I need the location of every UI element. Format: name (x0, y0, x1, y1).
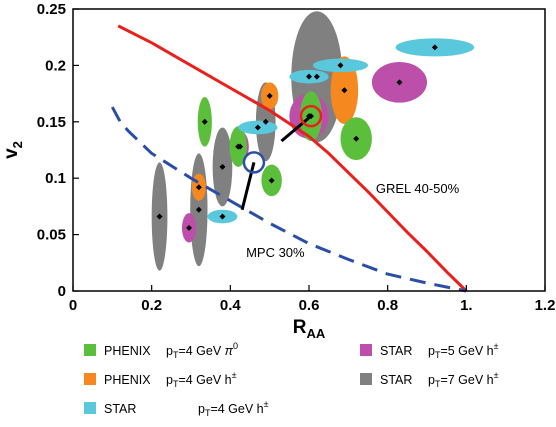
legend-entry-star_4: STAR pT=4 GeV h± (84, 399, 269, 418)
points-layer (156, 44, 438, 231)
legend-tail: =4 GeV h (210, 402, 263, 416)
legend: PHENIX pT=4 GeV π0 STAR pT=5 GeV h±PHENIX pT… (84, 341, 499, 418)
legend-sup: 0 (233, 341, 238, 351)
legend-swatch (360, 344, 372, 356)
data-point-star_7 (156, 213, 163, 220)
legend-name: STAR (380, 373, 412, 387)
data-point-star_5 (396, 79, 403, 86)
legend-p-sub: T (173, 379, 179, 389)
x-axis-label-main: R (293, 317, 307, 338)
x-tick-label: 0.8 (377, 297, 398, 314)
legend-sup: ± (264, 399, 269, 409)
legend-label: PHENIX pT=4 GeV h± (104, 370, 237, 389)
data-point-star_4 (219, 213, 226, 220)
legend-sup: ± (232, 370, 237, 380)
legend-label: STAR pT=5 GeV h± (380, 341, 499, 360)
x-tick-label: 1.2 (535, 297, 556, 314)
legend-p: p (428, 373, 435, 387)
x-tick-label: 1. (460, 297, 473, 314)
legend-name: STAR (104, 402, 136, 416)
data-point-star_7 (313, 73, 320, 80)
mpc-curve (110, 106, 467, 293)
y-axis-label: v2 (1, 141, 25, 159)
legend-entry-phenix_pi0: PHENIX pT=4 GeV π0 (84, 341, 238, 360)
curves-layer (110, 24, 468, 293)
legend-p: p (428, 344, 435, 358)
data-point-phenix_pi0 (307, 113, 314, 120)
data-point-star_7 (262, 118, 269, 125)
data-point-phenix_h (195, 184, 202, 191)
legend-p: p (166, 344, 173, 358)
legend-tail: =7 GeV h (440, 373, 493, 387)
legend-swatch (84, 402, 96, 414)
grel-curve (117, 24, 468, 293)
data-point-phenix_pi0 (353, 135, 360, 142)
y-tick-label: 0.15 (37, 114, 66, 131)
data-point-phenix_pi0 (201, 118, 208, 125)
y-axis-label-sub: 2 (10, 141, 25, 148)
y-axis-label-main: v (1, 148, 22, 159)
red-circle-marker (299, 104, 323, 128)
legend-name: STAR (380, 344, 412, 358)
legend-name: PHENIX (104, 344, 151, 358)
legend-tail: =4 GeV h (178, 373, 231, 387)
ticks-layer: 0 0.2 0.4 0.6 0.8 1. 1.2 0 0.05 0.1 0.15 0.2 0.25 (37, 1, 556, 314)
data-point-star_7 (219, 163, 226, 170)
legend-label: STAR pT=7 GeV h± (380, 370, 499, 389)
plot-area: GREL 40-50% MPC 30% (110, 11, 475, 293)
legend-swatch (84, 344, 96, 356)
data-point-star_4 (254, 124, 261, 131)
x-axis-label: RAA (293, 317, 326, 341)
x-tick-label: 0.6 (299, 297, 320, 314)
annotations-layer: GREL 40-50% MPC 30% (246, 181, 460, 260)
legend-entry-phenix_h: PHENIX pT=4 GeV h± (84, 370, 237, 389)
legend-entry-star_7: STAR pT=7 GeV h± (360, 370, 499, 389)
y-tick-label: 0.1 (45, 170, 66, 187)
data-point-star_4 (306, 73, 312, 80)
data-point-star_5 (186, 224, 193, 231)
legend-label: PHENIX pT=4 GeV π0 (104, 341, 238, 360)
grel-annotation: GREL 40-50% (376, 181, 460, 196)
legend-tail: =5 GeV h (440, 344, 493, 358)
blue-circle-marker-connector (240, 162, 256, 211)
legend-swatch (360, 373, 372, 385)
data-point-star_4 (337, 62, 344, 69)
y-tick-label: 0.2 (45, 57, 66, 74)
legend-swatch (84, 373, 96, 385)
data-point-phenix_h (266, 92, 273, 99)
markers-layer (240, 104, 323, 211)
legend-tail: =4 GeV (178, 344, 224, 358)
legend-p-sub: T (205, 408, 211, 418)
data-point-star_7 (195, 206, 202, 213)
data-point-star_4 (431, 44, 438, 51)
legend-label: STAR pT=4 GeV h± (104, 399, 269, 418)
legend-p-sub: T (173, 350, 179, 360)
blue-circle-marker (242, 151, 266, 174)
legend-p: p (166, 373, 173, 387)
data-point-phenix_pi0 (268, 177, 275, 184)
mpc-annotation: MPC 30% (246, 245, 305, 260)
y-tick-label: 0.25 (37, 1, 66, 18)
legend-symbol: π (225, 344, 234, 358)
legend-p-sub: T (435, 350, 441, 360)
legend-sup: ± (494, 370, 499, 380)
x-axis-label-sub: AA (306, 326, 325, 341)
axes: 0 0.2 0.4 0.6 0.8 1. 1.2 0 0.05 0.1 0.15 0.2 0.25 RA… (1, 1, 555, 341)
y-tick-label: 0.05 (37, 227, 66, 244)
red-circle-marker-connector (280, 115, 312, 143)
y-tick-label: 0 (58, 283, 66, 300)
data-point-phenix_pi0 (235, 143, 242, 150)
legend-entry-star_5: STAR pT=5 GeV h± (360, 341, 499, 360)
legend-sup: ± (494, 341, 499, 351)
legend-p-sub: T (435, 379, 441, 389)
x-tick-label: 0.2 (141, 297, 162, 314)
legend-p: p (198, 402, 205, 416)
legend-name: PHENIX (104, 373, 151, 387)
x-tick-label: 0 (69, 297, 77, 314)
x-tick-label: 0.4 (220, 297, 242, 314)
data-point-phenix_h (341, 87, 348, 94)
